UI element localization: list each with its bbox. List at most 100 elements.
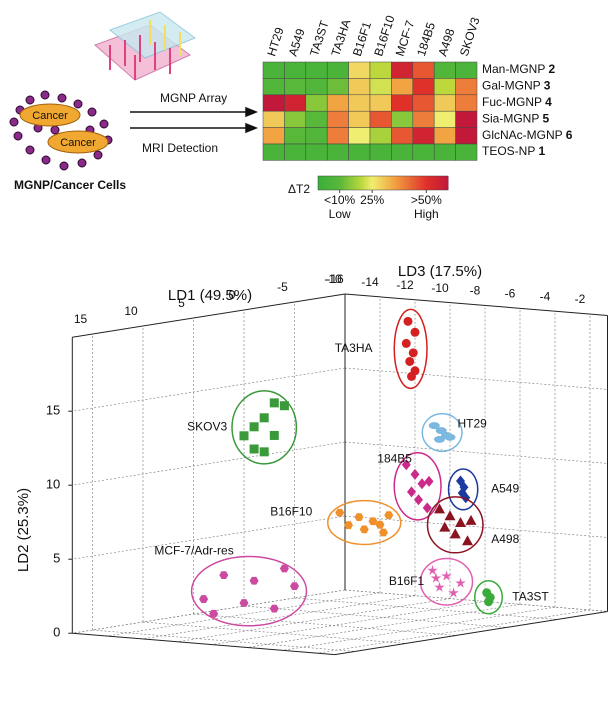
point [418, 478, 427, 489]
point [384, 511, 393, 519]
colorbar-title: ΔT2 [288, 182, 310, 196]
colorbar-tick-label: <10% [324, 193, 355, 207]
row-number: 3 [544, 79, 551, 93]
row-label: TEOS-NP 1 [482, 144, 545, 158]
column-label: B16F1 [350, 20, 374, 58]
heat-cell [349, 128, 370, 144]
row-name: GlcNAc-MGNP [482, 128, 563, 142]
cluster-ellipse [192, 557, 307, 626]
heat-cell [434, 111, 455, 127]
colorbar-tick-label: 25% [360, 193, 384, 207]
grid-line [345, 590, 608, 611]
caption: MGNP/Cancer Cells [14, 178, 126, 192]
point [250, 445, 259, 454]
grid-line [317, 610, 590, 653]
point [409, 348, 418, 357]
heat-cell [306, 111, 327, 127]
ld1-tick-label: -5 [277, 280, 288, 294]
heat-cell [263, 144, 284, 160]
axis-title: LD3 (17.5%) [398, 263, 482, 280]
grid-line [72, 442, 345, 485]
grid-line [345, 368, 608, 389]
arrow-label: MGNP Array [160, 91, 227, 105]
ld2-tick-label: 0 [53, 625, 60, 640]
heat-cell [456, 62, 477, 78]
heat-cell [413, 95, 434, 111]
heat-cell [434, 144, 455, 160]
heat-cell [413, 78, 434, 94]
heat-cell [413, 111, 434, 127]
heat-cell [263, 128, 284, 144]
colorbar-low: Low [329, 207, 351, 221]
point [402, 339, 411, 348]
axis-title: LD1 (49.5%) [168, 287, 252, 304]
cluster-label: A549 [491, 482, 519, 496]
point [450, 528, 461, 538]
point [355, 513, 364, 521]
point [360, 526, 369, 534]
point [407, 486, 416, 497]
heat-cell [370, 78, 391, 94]
row-label: Sia-MGNP 5 [482, 112, 549, 126]
heat-cell [349, 78, 370, 94]
point [462, 535, 473, 545]
heat-cell [391, 62, 412, 78]
point [411, 469, 420, 480]
row-name: Man-MGNP [482, 62, 545, 76]
array-plate-icon [95, 12, 195, 80]
point [431, 573, 441, 583]
heat-cell [263, 78, 284, 94]
point [455, 578, 465, 588]
point [434, 436, 445, 443]
heat-cell [284, 62, 305, 78]
point [407, 372, 416, 381]
ld2-tick-label: 15 [46, 403, 60, 418]
point [439, 522, 450, 532]
row-number: 4 [545, 95, 552, 109]
heat-cell [284, 78, 305, 94]
grid-line [282, 607, 555, 650]
cluster-label: A498 [491, 532, 519, 546]
heatmap: HT29A549TA3STTA3HAB16F1B16F10MCF-7184B5A… [263, 13, 573, 221]
row-name: Sia-MGNP [482, 112, 539, 126]
point [270, 398, 279, 407]
heat-cell [327, 111, 348, 127]
grid-line [143, 622, 406, 643]
cluster-label: B16F1 [389, 574, 425, 588]
heat-cell [349, 111, 370, 127]
point [425, 476, 434, 487]
heat-cell [391, 78, 412, 94]
heat-cell [306, 78, 327, 94]
arrows [130, 108, 256, 132]
point [240, 431, 249, 440]
row-name: TEOS-NP [482, 144, 535, 158]
point [414, 494, 423, 505]
column-label: A498 [435, 27, 457, 58]
point [434, 582, 444, 592]
cluster-label: B16F10 [270, 505, 312, 519]
row-name: Fuc-MGNP [482, 95, 542, 109]
point [445, 510, 456, 520]
grid-line [93, 630, 356, 651]
heat-cell [434, 78, 455, 94]
column-label: SKOV3 [457, 15, 483, 58]
cluster-label: 184B5 [377, 452, 412, 466]
heat-cell [327, 144, 348, 160]
cluster-label: TA3HA [335, 341, 373, 355]
cluster-label: HT29 [457, 417, 487, 431]
point [280, 401, 289, 410]
ld3-tick-label: -10 [431, 281, 449, 295]
heat-cell [456, 78, 477, 94]
point [270, 431, 279, 440]
row-label: Gal-MGNP 3 [482, 79, 551, 93]
point [455, 517, 466, 527]
heat-cell [391, 144, 412, 160]
arrow-label: MRI Detection [142, 141, 218, 155]
point [199, 595, 208, 603]
heat-cell [327, 78, 348, 94]
heat-cell [349, 62, 370, 78]
row-label: GlcNAc-MGNP 6 [482, 128, 573, 142]
row-label: Man-MGNP 2 [482, 62, 555, 76]
